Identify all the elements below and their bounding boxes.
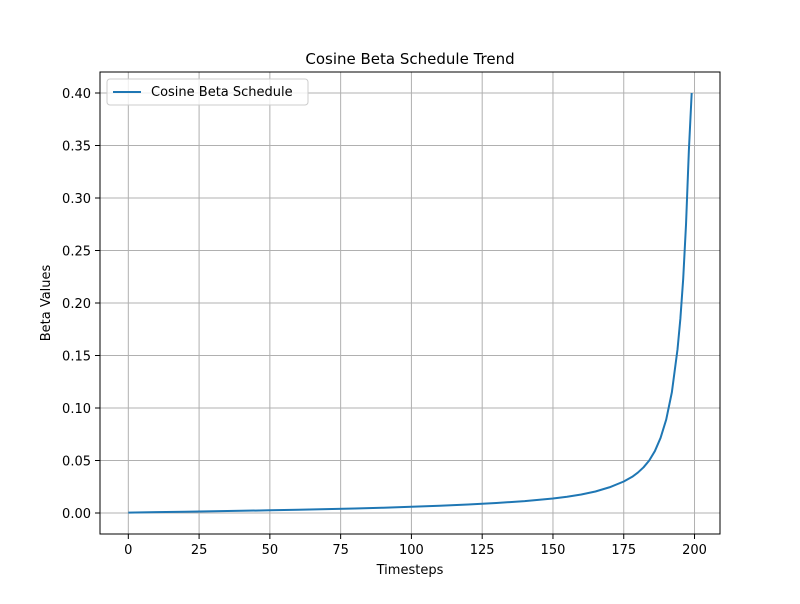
x-axis-label: Timesteps [376, 563, 444, 578]
series-line-cosine-beta-schedule [128, 92, 693, 514]
x-axis: 0 25 50 75 100 125 150 175 200 [124, 534, 707, 558]
y-tick-label: 0.05 [62, 455, 91, 470]
legend-box [106, 78, 309, 106]
x-tick-label: 25 [191, 543, 208, 558]
plot-series [128, 92, 693, 514]
x-tick-label: 150 [541, 543, 566, 558]
y-tick-label: 0.40 [62, 87, 91, 102]
x-tick-label: 50 [262, 543, 279, 558]
y-tick-label: 0.00 [62, 507, 91, 522]
grid [100, 72, 720, 534]
x-tick-label: 175 [611, 543, 636, 558]
y-axis: 0.00 0.05 0.10 0.15 0.20 0.25 0.30 0.35 0.40 [62, 87, 100, 522]
y-tick-label: 0.35 [62, 140, 91, 155]
x-tick-label: 200 [682, 543, 707, 558]
x-tick-label: 0 [124, 543, 132, 558]
y-tick-label: 0.20 [62, 297, 91, 312]
y-tick-label: 0.25 [62, 245, 91, 260]
x-tick-label: 100 [399, 543, 424, 558]
chart-title: Cosine Beta Schedule Trend [305, 50, 514, 68]
x-tick-label: 75 [332, 543, 349, 558]
x-tick-label: 125 [470, 543, 495, 558]
y-tick-label: 0.10 [62, 402, 91, 417]
y-tick-label: 0.15 [62, 350, 91, 365]
y-axis-label: Beta Values [39, 264, 54, 341]
y-tick-label: 0.30 [62, 192, 91, 207]
legend: Cosine Beta Schedule [106, 78, 309, 106]
legend-label: Cosine Beta Schedule [151, 85, 293, 100]
